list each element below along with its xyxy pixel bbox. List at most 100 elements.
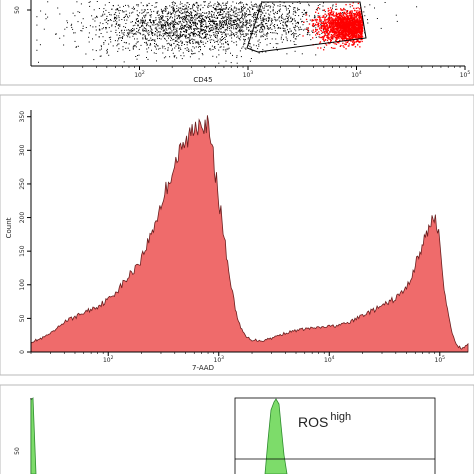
scatter-point (203, 32, 205, 34)
scatter-point (185, 14, 187, 16)
scatter-point (208, 11, 210, 13)
scatter-point (167, 15, 169, 17)
scatter-point-red (354, 18, 356, 20)
scatter-point (176, 40, 178, 42)
scatter-point (115, 32, 117, 33)
scatter-point-red (331, 18, 334, 20)
scatter-point-red (323, 26, 325, 28)
scatter-point (239, 33, 241, 35)
scatter-point-red (335, 15, 337, 17)
scatter-point (293, 8, 295, 10)
scatter-point-red (347, 27, 349, 29)
scatter-point (186, 11, 188, 13)
scatter-point-red (335, 24, 337, 26)
scatter-point (196, 2, 198, 4)
scatter-point (135, 22, 136, 24)
scatter-point (244, 6, 246, 8)
scatter-point-red (354, 26, 356, 28)
scatter-point (238, 19, 240, 21)
scatter-point-red (351, 37, 353, 39)
scatter-point (111, 24, 113, 26)
scatter-point (173, 4, 175, 6)
scatter-point (216, 23, 218, 25)
scatter-point (257, 48, 259, 50)
scatter-point (248, 22, 250, 24)
scatter-point-red (328, 36, 330, 39)
scatter-point-red (329, 7, 332, 9)
scatter-point-red (324, 20, 326, 22)
scatter-point-red (321, 16, 323, 18)
panel-2-y-tick-label-4: 200 (19, 212, 26, 224)
scatter-point (77, 21, 79, 23)
scatter-point-red (332, 14, 334, 16)
scatter-point-red (342, 17, 344, 19)
scatter-point-red (357, 7, 359, 9)
scatter-point (220, 22, 222, 24)
scatter-point-red (341, 34, 343, 36)
scatter-point (137, 15, 139, 17)
scatter-point (295, 22, 297, 24)
scatter-point (213, 46, 215, 48)
scatter-point (154, 45, 156, 47)
scatter-point (162, 27, 164, 28)
scatter-point-red (344, 28, 346, 31)
scatter-point (293, 43, 295, 45)
scatter-point (207, 4, 209, 6)
scatter-point (231, 40, 233, 42)
scatter-point (197, 34, 199, 36)
scatter-point (183, 25, 185, 27)
scatter-point (174, 19, 176, 21)
scatter-point (306, 34, 308, 36)
scatter-point (263, 2, 265, 4)
scatter-point (299, 28, 301, 30)
scatter-point (169, 17, 171, 19)
scatter-point-red (333, 26, 335, 28)
scatter-point (109, 14, 111, 16)
scatter-point (66, 26, 68, 28)
scatter-point (173, 27, 175, 29)
scatter-point (240, 17, 242, 18)
scatter-point-red (330, 47, 333, 49)
scatter-point (100, 55, 102, 57)
scatter-point (209, 48, 211, 50)
scatter-point (185, 11, 187, 13)
scatter-point (222, 8, 224, 10)
scatter-point (192, 40, 194, 42)
scatter-point-red (346, 26, 348, 28)
scatter-point-red (362, 21, 364, 23)
scatter-point (164, 31, 166, 33)
scatter-point (201, 26, 203, 27)
scatter-point (189, 33, 191, 35)
scatter-point (240, 2, 242, 4)
scatter-point (301, 21, 302, 23)
scatter-point (233, 22, 235, 24)
scatter-point (134, 45, 136, 47)
scatter-point-red (356, 30, 358, 33)
scatter-point (225, 2, 227, 4)
scatter-point (187, 26, 189, 28)
scatter-point (186, 16, 187, 18)
scatter-point (216, 56, 218, 58)
scatter-point (205, 24, 207, 26)
scatter-point (228, 18, 230, 20)
scatter-point (256, 18, 258, 20)
scatter-point (165, 27, 167, 29)
scatter-point-red (361, 20, 364, 22)
scatter-point-red (347, 21, 349, 23)
scatter-point (230, 52, 231, 54)
scatter-point (96, 15, 98, 17)
scatter-point (303, 29, 305, 31)
scatter-point (114, 26, 116, 28)
scatter-point (156, 36, 158, 38)
scatter-point (244, 14, 246, 16)
scatter-point (323, 46, 325, 48)
scatter-point (182, 28, 184, 29)
scatter-point (204, 30, 206, 32)
scatter-point (168, 23, 170, 25)
scatter-point-red (341, 22, 343, 24)
scatter-point (243, 4, 244, 6)
scatter-point-red (345, 31, 347, 33)
scatter-point (257, 24, 259, 26)
scatter-point (200, 13, 202, 15)
scatter-point (212, 29, 214, 31)
